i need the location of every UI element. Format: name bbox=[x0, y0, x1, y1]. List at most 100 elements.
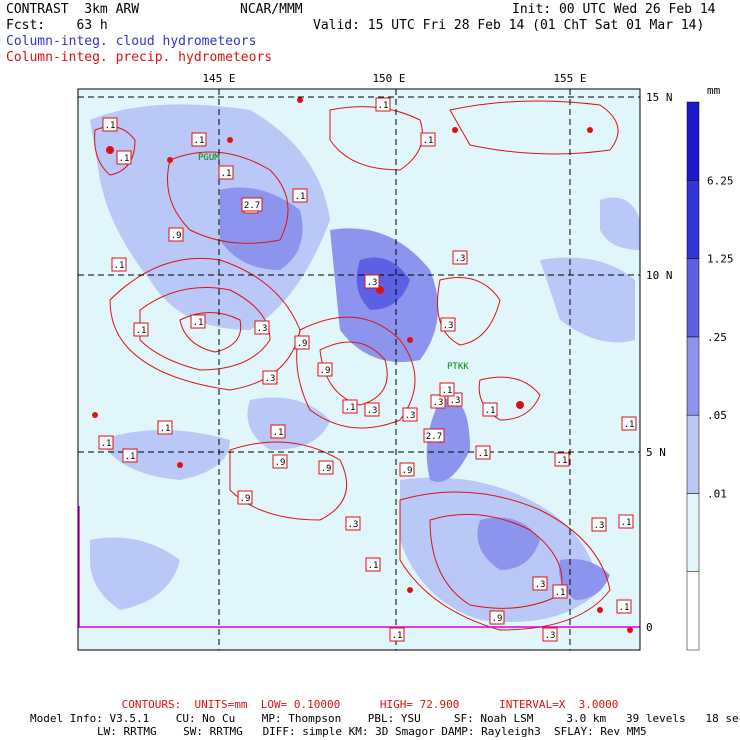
svg-text:.1: .1 bbox=[555, 588, 566, 598]
valid-time: Valid: 15 UTC Fri 28 Feb 14 (01 ChT Sat … bbox=[313, 18, 705, 33]
map-plot-area: .1.1.1.1.1.1.1.1.9.3.9.3.9.1.9.9.3.3.1.1… bbox=[78, 89, 640, 650]
contour-label: .1 bbox=[292, 188, 308, 203]
field-cloud-label: Column-integ. cloud hydrometeors bbox=[6, 34, 257, 49]
svg-text:.1: .1 bbox=[101, 439, 112, 449]
contour-label: 2.7 bbox=[423, 428, 445, 443]
station-label-pgum: PGUM bbox=[198, 153, 220, 163]
svg-text:.1: .1 bbox=[136, 326, 147, 336]
contour-label: .3 bbox=[532, 576, 548, 591]
svg-text:.1: .1 bbox=[378, 101, 389, 111]
contour-label-layer: .1.1.1.1.1.1.1.1.9.3.9.3.9.1.9.9.3.3.1.1… bbox=[98, 97, 637, 642]
svg-text:.1: .1 bbox=[193, 318, 204, 328]
contour-label: .9 bbox=[294, 335, 310, 350]
forecast-map: .1.1.1.1.1.1.1.1.9.3.9.3.9.1.9.9.3.3.1.1… bbox=[77, 72, 734, 651]
contour-label: .1 bbox=[621, 416, 637, 431]
svg-text:.1: .1 bbox=[442, 386, 453, 396]
svg-text:.3: .3 bbox=[594, 521, 605, 531]
svg-text:.9: .9 bbox=[321, 464, 332, 474]
svg-text:.1: .1 bbox=[624, 420, 635, 430]
contour-label: .1 bbox=[554, 452, 570, 467]
contour-label: .1 bbox=[98, 435, 114, 450]
svg-text:.1: .1 bbox=[295, 192, 306, 202]
contours-info: CONTOURS: UNITS=mm LOW= 0.10000 HIGH= 72… bbox=[121, 698, 619, 711]
svg-text:.1: .1 bbox=[125, 452, 136, 462]
svg-text:.9: .9 bbox=[297, 339, 308, 349]
station-label-ptkk: PTKK bbox=[447, 362, 469, 372]
map-frame bbox=[77, 88, 641, 651]
contour-label: .1 bbox=[375, 97, 391, 112]
svg-text:2.7: 2.7 bbox=[426, 432, 442, 442]
colorbar-label: .25 bbox=[707, 331, 727, 344]
contour-label: .9 bbox=[317, 362, 333, 377]
colorbar: 6.25 1.25 .25 .05 .01 bbox=[686, 101, 734, 651]
svg-text:.9: .9 bbox=[402, 466, 413, 476]
svg-text:.9: .9 bbox=[275, 458, 286, 468]
svg-text:.1: .1 bbox=[478, 449, 489, 459]
svg-text:.3: .3 bbox=[443, 321, 454, 331]
contour-label: .1 bbox=[342, 399, 358, 414]
contour-label: .3 bbox=[364, 402, 380, 417]
svg-text:.3: .3 bbox=[265, 374, 276, 384]
contour-label: .9 bbox=[399, 462, 415, 477]
svg-text:.1: .1 bbox=[368, 561, 379, 571]
contour-label: .9 bbox=[318, 460, 334, 475]
contour-label: .1 bbox=[552, 584, 568, 599]
colorbar-segment bbox=[686, 258, 700, 338]
contour-label: .1 bbox=[190, 314, 206, 329]
colorbar-segment bbox=[686, 571, 700, 651]
contour-label: .9 bbox=[168, 227, 184, 242]
model-title: CONTRAST 3km ARW bbox=[6, 2, 140, 17]
svg-text:.3: .3 bbox=[348, 520, 359, 530]
colorbar-label: .01 bbox=[707, 487, 727, 500]
svg-text:.9: .9 bbox=[240, 494, 251, 504]
svg-text:.1: .1 bbox=[485, 406, 496, 416]
contour-label: .3 bbox=[452, 250, 468, 265]
contour-label: .1 bbox=[270, 424, 286, 439]
svg-text:.3: .3 bbox=[535, 580, 546, 590]
contour-label: .1 bbox=[420, 132, 436, 147]
precip-contours bbox=[94, 100, 619, 631]
lat-label: 10 N bbox=[646, 269, 673, 282]
contour-label: .3 bbox=[364, 274, 380, 289]
colorbar-segment bbox=[686, 493, 700, 572]
contour-label: .3 bbox=[440, 317, 456, 332]
domain-boundary bbox=[78, 506, 640, 628]
model-info-physics: LW: RRTMG SW: RRTMG DIFF: simple KM: 3D … bbox=[97, 725, 647, 738]
contour-label: .9 bbox=[489, 610, 505, 625]
svg-text:.1: .1 bbox=[114, 261, 125, 271]
svg-text:.3: .3 bbox=[545, 631, 556, 641]
colorbar-segment bbox=[686, 101, 700, 181]
contour-label: .3 bbox=[254, 320, 270, 335]
contour-label: .1 bbox=[218, 165, 234, 180]
svg-text:.1: .1 bbox=[119, 154, 130, 164]
svg-text:.1: .1 bbox=[105, 121, 116, 131]
svg-text:.9: .9 bbox=[320, 366, 331, 376]
svg-text:.3: .3 bbox=[450, 396, 461, 406]
lat-label: 15 N bbox=[646, 91, 673, 104]
contour-label: .1 bbox=[618, 514, 634, 529]
svg-text:.1: .1 bbox=[273, 428, 284, 438]
svg-text:.1: .1 bbox=[345, 403, 356, 413]
contour-label: .1 bbox=[111, 257, 127, 272]
svg-text:.1: .1 bbox=[194, 136, 205, 146]
svg-text:.1: .1 bbox=[557, 456, 568, 466]
svg-text:.3: .3 bbox=[455, 254, 466, 264]
contour-label: .1 bbox=[122, 448, 138, 463]
svg-text:.3: .3 bbox=[367, 278, 378, 288]
lat-label: 0 bbox=[646, 621, 653, 634]
colorbar-label: 1.25 bbox=[707, 253, 734, 266]
field-precip-label: Column-integ. precip. hydrometeors bbox=[6, 50, 273, 65]
cloud-shading bbox=[90, 104, 640, 622]
model-info: Model Info: V3.5.1 CU: No Cu MP: Thompso… bbox=[30, 712, 740, 725]
contour-label: .1 bbox=[439, 382, 455, 397]
colorbar-segment bbox=[686, 336, 700, 416]
contour-label: .1 bbox=[102, 117, 118, 132]
contour-label: .1 bbox=[482, 402, 498, 417]
contour-label: .1 bbox=[116, 150, 132, 165]
svg-text:.9: .9 bbox=[492, 614, 503, 624]
init-time: Init: 00 UTC Wed 26 Feb 14 bbox=[512, 2, 716, 17]
svg-text:.1: .1 bbox=[221, 169, 232, 179]
contour-label: .1 bbox=[191, 132, 207, 147]
org-label: NCAR/MMM bbox=[240, 2, 303, 17]
contour-label: .9 bbox=[237, 490, 253, 505]
